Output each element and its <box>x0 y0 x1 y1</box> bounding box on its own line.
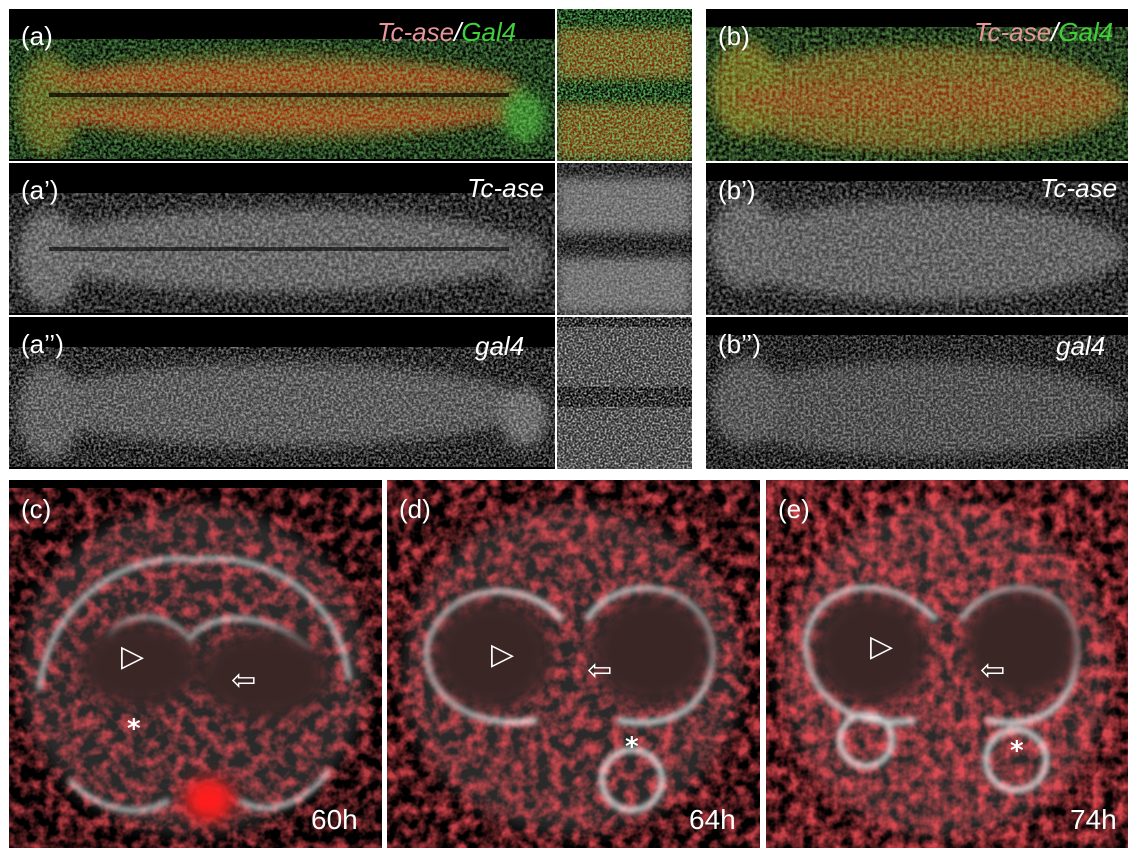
panel-a-double-prime-inset <box>557 317 692 469</box>
arrowhead-icon: ▷ <box>870 629 894 664</box>
brain-e-image <box>781 500 1116 840</box>
panel-c: (c) ▷ ⇦ * 60h <box>9 480 382 848</box>
panel-d: (d) ▷ ⇦ * 64h <box>387 480 760 848</box>
inset-a-prime-image <box>557 163 692 315</box>
arrow-icon: ⇦ <box>980 653 1006 688</box>
panel-title: gal4 <box>475 331 525 361</box>
panel-title: Tc-ase/Gal4 <box>974 19 1113 45</box>
panel-label: (e) <box>778 494 810 524</box>
panel-label: (d) <box>399 494 431 524</box>
embryo-b-prime-image <box>711 193 1126 313</box>
embryo-a-prime-image <box>17 203 549 306</box>
inset-a-double-prime-image <box>557 317 692 469</box>
panel-title: Tc-ase <box>1040 173 1118 203</box>
panel-a-double-prime: (a’’) gal4 <box>9 317 555 469</box>
timepoint-label: 60h <box>311 804 358 835</box>
panel-a-prime: (a’) Tc-ase <box>9 163 555 315</box>
panel-a-inset <box>557 9 692 161</box>
panel-a: (a) Tc-ase/Gal4 <box>9 9 555 161</box>
embryo-a-image <box>17 49 549 154</box>
panel-label: (a’) <box>21 175 59 205</box>
panel-b: (b) Tc-ase/Gal4 <box>706 9 1128 161</box>
embryo-b-image <box>711 39 1126 159</box>
panel-a-prime-inset <box>557 163 692 315</box>
asterisk-icon: * <box>1010 736 1024 766</box>
panel-title: Tc-ase <box>467 173 545 203</box>
arrowhead-icon: ▷ <box>121 639 145 674</box>
title-red-channel: Tc-ase <box>974 17 1052 47</box>
title-red-channel: Tc-ase <box>377 17 455 47</box>
embryo-a-double-prime-image <box>17 357 549 460</box>
arrow-icon: ⇦ <box>231 663 257 698</box>
timepoint-label: 74h <box>1070 804 1117 835</box>
embryo-b-double-prime-image <box>711 347 1126 467</box>
timepoint-label: 64h <box>689 804 736 835</box>
inset-a-image <box>557 9 692 161</box>
panel-b-prime: (b’) Tc-ase <box>706 163 1128 315</box>
panel-label: (a) <box>21 21 53 51</box>
title-green-channel: Gal4 <box>1058 17 1114 47</box>
panel-label: (b’’) <box>718 329 761 359</box>
panel-label: (b) <box>718 21 750 51</box>
panel-label: (a’’) <box>21 329 64 359</box>
asterisk-icon: * <box>127 714 141 744</box>
panel-b-double-prime: (b’’) gal4 <box>706 317 1128 469</box>
arrow-icon: ⇦ <box>587 653 613 688</box>
panel-label: (b’) <box>718 175 756 205</box>
arrowhead-icon: ▷ <box>491 637 515 672</box>
brain-c-image <box>19 505 374 840</box>
brain-d-image <box>402 500 747 840</box>
panel-title: gal4 <box>1056 331 1106 361</box>
panel-title: Tc-ase/Gal4 <box>377 19 516 45</box>
title-green-channel: Gal4 <box>461 17 517 47</box>
title-separator: / <box>454 17 462 47</box>
title-separator: / <box>1051 17 1059 47</box>
asterisk-icon: * <box>625 732 639 762</box>
panel-label: (c) <box>21 494 52 524</box>
panel-e: (e) ▷ ⇦ * 74h <box>766 480 1128 848</box>
